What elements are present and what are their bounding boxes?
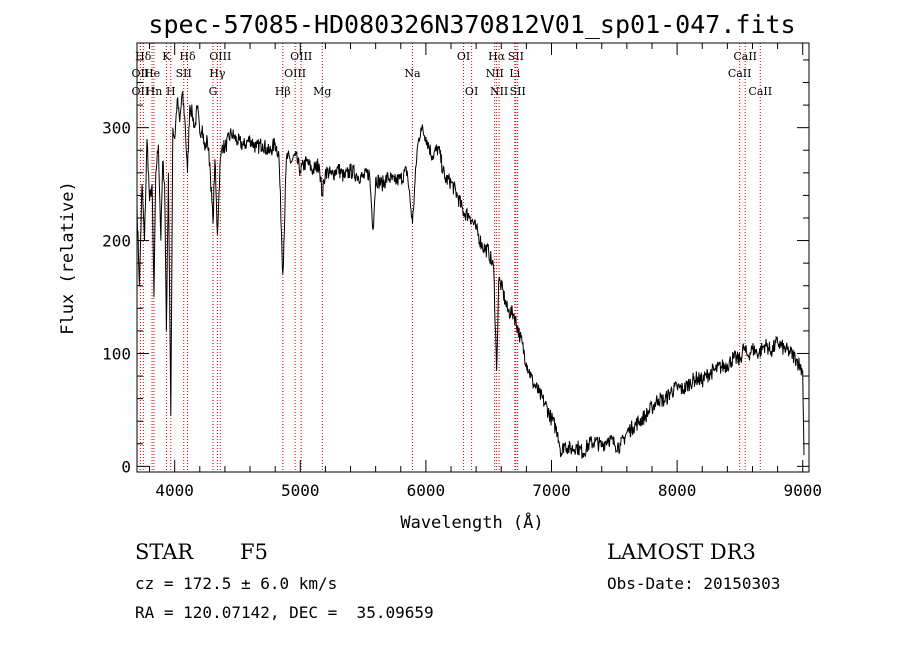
x-tick-label: 8000 <box>658 481 697 500</box>
y-tick-label: 300 <box>102 119 131 138</box>
spectral-line-label: OIII <box>284 67 306 80</box>
spectral-line-label: He <box>144 67 160 80</box>
spectral-line-label: OII <box>132 67 150 80</box>
x-tick-label: 5000 <box>281 481 320 500</box>
y-axis-label: Flux (relative) <box>58 181 78 335</box>
spectral-line-label: OIII <box>209 50 231 63</box>
spectral-line-label: K <box>162 50 171 63</box>
spectral-line-label: CaII <box>748 85 772 98</box>
y-tick-label: 0 <box>121 457 131 476</box>
object-subclass: F5 <box>240 540 268 564</box>
spectral-line-label: CaII <box>728 67 752 80</box>
y-tick-label: 200 <box>102 232 131 251</box>
spectral-line-label: SII <box>508 50 524 63</box>
spectral-line-label: Hβ <box>275 85 291 98</box>
spectral-line-label: Li <box>509 67 520 80</box>
x-axis-label: Wavelength (Å) <box>400 511 543 533</box>
plot-frame <box>136 42 810 473</box>
spectral-line-label: OI <box>465 85 478 98</box>
x-tick-label: 4000 <box>155 481 194 500</box>
x-tick-label: 7000 <box>532 481 571 500</box>
x-tick-label: 9000 <box>783 481 822 500</box>
x-tick-label: 6000 <box>407 481 446 500</box>
y-tick-label: 100 <box>102 344 131 363</box>
spectral-line-label: OII <box>132 85 150 98</box>
obs-date-line: Obs-Date: 20150303 <box>607 574 781 593</box>
spectral-line-label: G <box>209 85 218 98</box>
coordinates-line: RA = 120.07142, DEC = 35.09659 <box>135 603 434 622</box>
spectral-line-label: Hδ <box>135 50 152 63</box>
survey-name: LAMOST DR3 <box>607 540 756 564</box>
spectral-line-label: SII <box>176 67 192 80</box>
spectral-line-label: Hγ <box>209 67 226 80</box>
spectral-line-label: NII <box>490 85 508 98</box>
spectral-line-label: OI <box>457 50 470 63</box>
redshift-line: cz = 172.5 ± 6.0 km/s <box>135 574 338 593</box>
spectral-line-label: SII <box>510 85 526 98</box>
spectral-line-label: CaII <box>733 50 757 63</box>
spectral-line-label: NII <box>486 67 504 80</box>
spectrum-series-line <box>136 91 805 459</box>
spectral-line-label: Mg <box>313 85 331 98</box>
spectral-line-label: Na <box>404 67 421 80</box>
series-layer <box>136 91 805 459</box>
spectral-line-label: Hα <box>488 50 506 63</box>
ticks-layer: 4000 5000 6000 7000 8000 9000 0 100 200 300 <box>102 43 822 500</box>
spectral-line-label: Hδ <box>179 50 196 63</box>
object-class: STAR <box>135 540 194 564</box>
spectral-line-label: Hn <box>146 85 163 98</box>
spectral-line-label: OIII <box>290 50 312 63</box>
chart-title: spec-57085-HD080326N370812V01_sp01-047.f… <box>148 10 795 39</box>
spectral-line-label: H <box>166 85 176 98</box>
